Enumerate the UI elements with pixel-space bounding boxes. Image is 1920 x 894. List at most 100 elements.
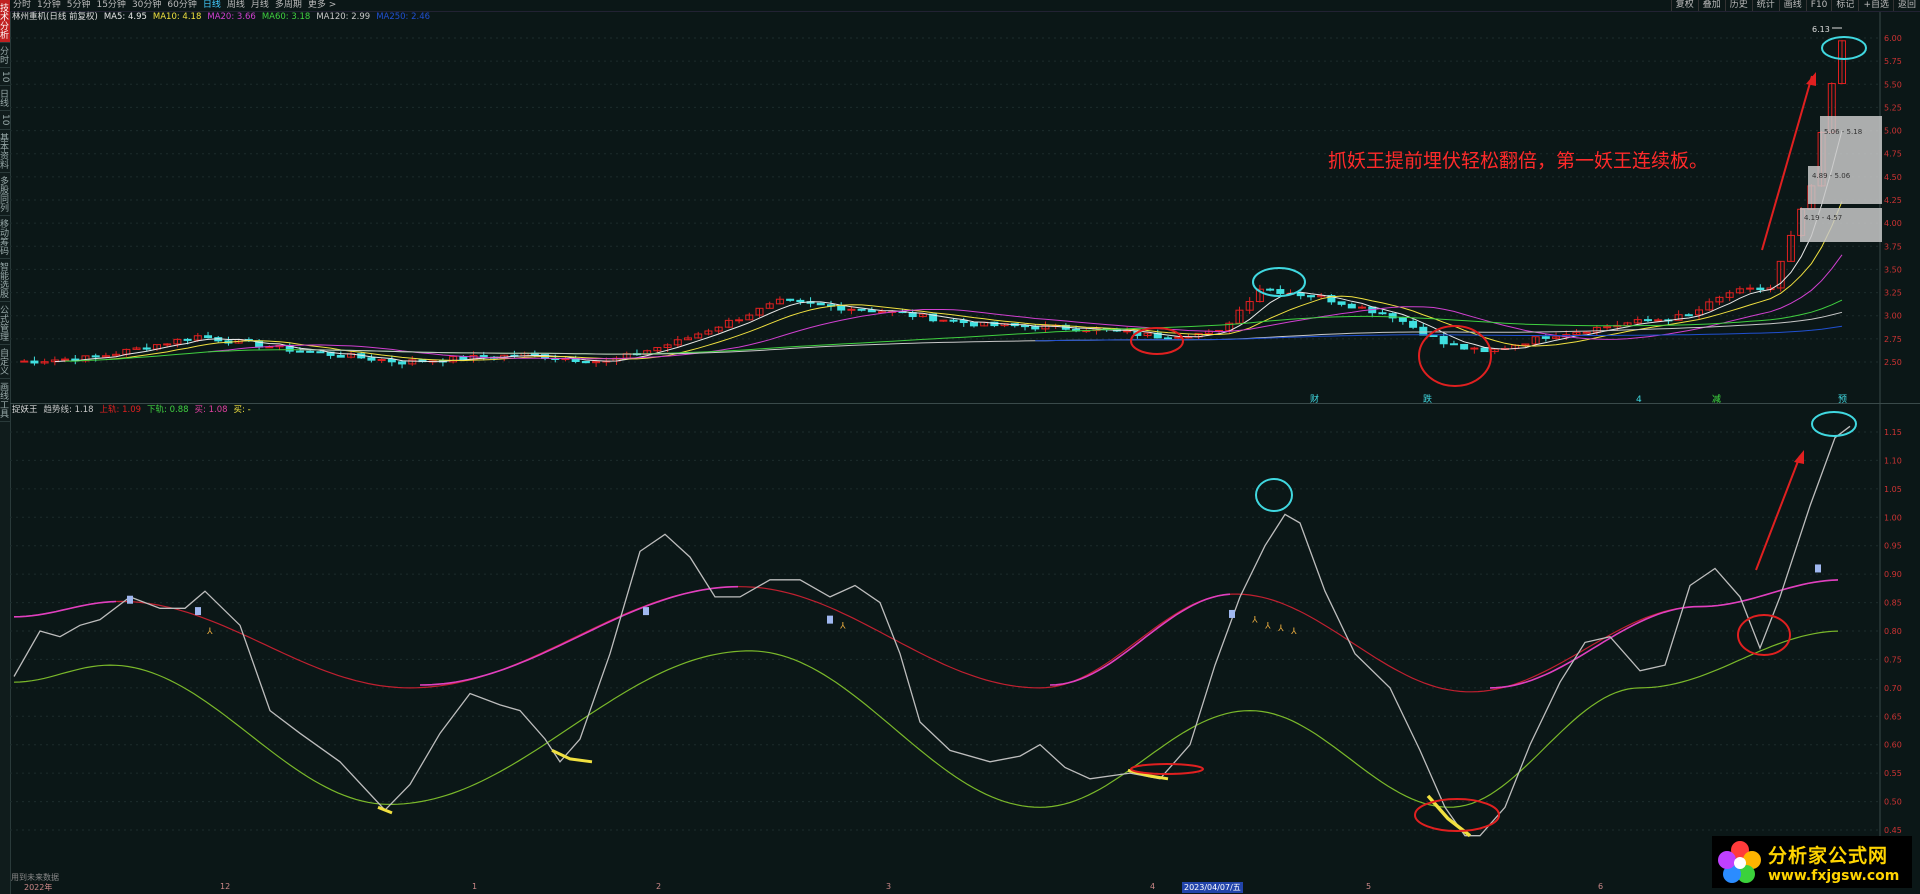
price-axis-label: 4.00 <box>1884 219 1902 228</box>
candle-body <box>459 356 468 361</box>
candle-body <box>1725 292 1734 298</box>
period-tab-9[interactable]: 多周期 <box>274 0 302 10</box>
trend-arrow-head <box>1806 72 1816 86</box>
period-tab-4[interactable]: 30分钟 <box>131 0 162 10</box>
x-axis-label-6: 2023/04/07/五 <box>1182 882 1243 893</box>
candle-body <box>837 305 846 311</box>
candle-body <box>1317 295 1326 298</box>
candle-body <box>1439 336 1448 345</box>
period-tab-3[interactable]: 15分钟 <box>96 0 126 10</box>
upper-band-rising <box>1049 593 1231 686</box>
candle-body <box>653 346 662 352</box>
upper-band-rising <box>419 585 739 686</box>
flower-logo-icon <box>1718 841 1761 883</box>
left-tab-9[interactable]: 公式管理 <box>0 302 10 345</box>
candle-body <box>1021 325 1030 328</box>
candle-body <box>816 302 825 306</box>
tool-button-8[interactable]: 返回 <box>1892 0 1920 11</box>
candle-body <box>1041 325 1050 330</box>
price-axis-label: 3.00 <box>1884 312 1902 321</box>
buy-signal-segment <box>377 805 393 815</box>
candle-body <box>101 355 110 358</box>
left-tab-8[interactable]: 智能选股 <box>0 259 10 302</box>
candle-body <box>1654 319 1663 322</box>
left-tab-2[interactable]: 10 <box>0 68 10 87</box>
candle-body <box>1776 260 1785 289</box>
candle-body <box>193 335 202 341</box>
candle-body <box>1245 301 1254 311</box>
highlight-circle <box>1130 763 1204 775</box>
ma120-line <box>299 311 1843 355</box>
sub-axis-label: 0.65 <box>1884 712 1902 721</box>
left-tab-0[interactable]: 技术分析 <box>0 0 10 43</box>
candle-body <box>684 337 693 341</box>
tool-button-2[interactable]: 历史 <box>1724 0 1752 11</box>
sub-axis-label: 0.60 <box>1884 741 1902 750</box>
sub-axis-label: 0.85 <box>1884 599 1902 608</box>
sub-legend-item-4: 买: - <box>233 405 251 415</box>
period-tab-8[interactable]: 月线 <box>250 0 269 10</box>
candle-body <box>1031 326 1040 330</box>
left-tab-1[interactable]: 分时 <box>0 43 10 68</box>
left-tab-7[interactable]: 移动筹码 <box>0 216 10 259</box>
tool-button-1[interactable]: 叠加 <box>1697 0 1725 11</box>
candle-body <box>306 350 315 353</box>
period-tab-5[interactable]: 60分钟 <box>167 0 197 10</box>
candle-body <box>449 356 458 363</box>
candle-body <box>775 298 784 305</box>
period-tab-1[interactable]: 1分钟 <box>37 0 61 10</box>
price-axis-label: 5.75 <box>1884 57 1902 66</box>
period-tab-2[interactable]: 5分钟 <box>66 0 91 10</box>
period-tab-0[interactable]: 分时 <box>13 0 32 10</box>
left-tab-6[interactable]: 多股同列 <box>0 173 10 216</box>
candle-body <box>1306 295 1315 298</box>
candle-body <box>1521 343 1530 346</box>
signal-marker <box>643 607 649 616</box>
sub-axis-label: 0.50 <box>1884 798 1902 807</box>
tool-button-3[interactable]: 统计 <box>1751 0 1779 11</box>
sub-axis-label: 0.55 <box>1884 769 1902 778</box>
bottom-note: 用到未来数据 <box>11 873 59 882</box>
left-tab-4[interactable]: 10 <box>0 111 10 130</box>
tool-button-0[interactable]: 复权 <box>1670 0 1698 11</box>
event-mark: 减 <box>1712 393 1721 405</box>
candle-body <box>1388 313 1397 319</box>
period-tab-7[interactable]: 周线 <box>226 0 245 10</box>
candle-body <box>755 307 764 316</box>
tool-button-5[interactable]: F10 <box>1805 0 1832 11</box>
period-tab-6[interactable]: 日线 <box>202 0 221 10</box>
left-tab-10[interactable]: 自定义 <box>0 345 10 379</box>
candle-body <box>581 360 590 364</box>
sell-signal-marker: ⅄ <box>839 621 846 631</box>
period-tab-10[interactable]: 更多 > <box>307 0 337 10</box>
candle-body <box>1572 331 1581 336</box>
main-legend-item-0: MA5: 4.95 <box>103 12 147 22</box>
main-legend-item-1: MA10: 4.18 <box>152 12 202 22</box>
main-legend-item-5: MA250: 2.46 <box>376 12 431 22</box>
highlight-circle <box>1130 327 1184 355</box>
sell-signal-marker: ⅄ <box>1251 616 1258 626</box>
candle-body <box>295 350 304 353</box>
sub-axis-label: 0.70 <box>1884 684 1902 693</box>
candle-body <box>592 361 601 364</box>
signal-marker <box>127 595 133 604</box>
left-tab-5[interactable]: 基本资料 <box>0 130 10 173</box>
candle-body <box>1174 336 1183 339</box>
candle-body <box>1255 288 1264 303</box>
sub-legend: 捉妖王 趋势线: 1.18 上轨: 1.09 下轨: 0.88 买: 1.08 买: - <box>12 404 251 416</box>
left-tab-3[interactable]: 日线 <box>0 86 10 112</box>
tool-button-6[interactable]: 标记 <box>1831 0 1858 11</box>
tool-button-7[interactable]: +自选 <box>1858 0 1893 11</box>
candle-body <box>939 319 948 322</box>
candle-body <box>132 347 141 350</box>
period-toolbar: 分时 1分钟 5分钟 15分钟 30分钟 60分钟 日线 周线 月线 多周期 更多 > 复权 叠加 历史… <box>10 0 1920 12</box>
candle-body <box>867 309 876 313</box>
sub-axis-label: 0.75 <box>1884 655 1902 664</box>
candle-body <box>1541 336 1550 339</box>
tool-button-4[interactable]: 画线 <box>1778 0 1806 11</box>
sub-axis-label: 0.95 <box>1884 542 1902 551</box>
left-tab-11[interactable]: 画线工具 <box>0 379 10 422</box>
lower-band-line <box>13 630 1839 808</box>
candle-body <box>1735 288 1744 294</box>
